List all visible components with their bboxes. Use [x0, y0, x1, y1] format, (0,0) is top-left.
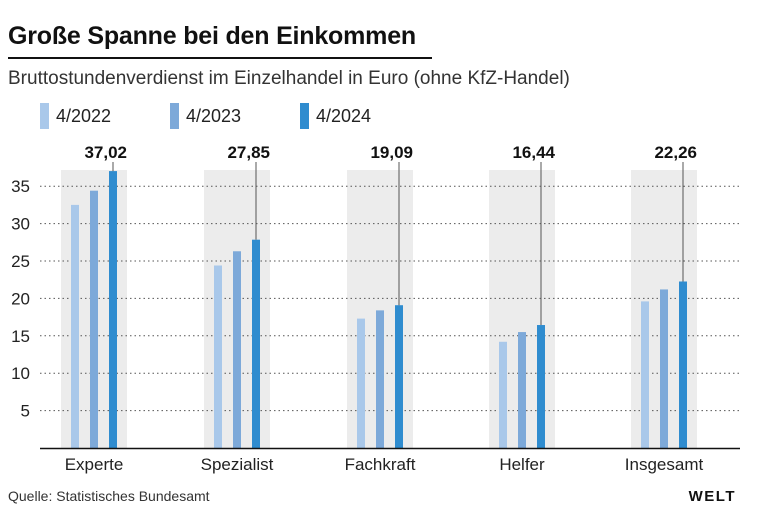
- chart-title: Große Spanne bei den Einkommen: [8, 22, 416, 50]
- y-tick-label: 15: [11, 327, 30, 346]
- legend-item-2023: 4/2023: [170, 103, 241, 129]
- bar: [109, 171, 117, 448]
- x-tick-label: Experte: [65, 455, 124, 474]
- y-tick-label: 10: [11, 364, 30, 383]
- legend-label-2024: 4/2024: [316, 105, 372, 126]
- y-tick-label: 35: [11, 177, 30, 196]
- x-tick-label: Insgesamt: [625, 455, 704, 474]
- bar: [395, 305, 403, 448]
- bar: [233, 251, 241, 448]
- y-tick-label: 5: [21, 402, 30, 421]
- bar: [518, 332, 526, 448]
- bar: [679, 281, 687, 448]
- legend-swatch-2024: [300, 103, 309, 129]
- legend-swatch-2023: [170, 103, 179, 129]
- x-tick-label: Helfer: [499, 455, 545, 474]
- legend-swatch-2022: [40, 103, 49, 129]
- bar: [252, 239, 260, 448]
- legend-item-2024: 4/2024: [300, 103, 371, 129]
- bar: [641, 301, 649, 448]
- bar: [357, 318, 365, 448]
- bar: [90, 190, 98, 449]
- brand-logo: WELT: [688, 488, 736, 505]
- bar: [499, 341, 507, 448]
- bar: [660, 289, 668, 448]
- data-label: 22,26: [654, 143, 697, 162]
- y-tick-label: 20: [11, 289, 30, 308]
- bar: [537, 325, 545, 448]
- legend-label-2022: 4/2022: [56, 105, 112, 126]
- title-underline: [8, 57, 432, 59]
- y-tick-label: 30: [11, 215, 30, 234]
- source-note: Quelle: Statistisches Bundesamt: [8, 488, 210, 504]
- data-label: 27,85: [227, 143, 270, 162]
- x-tick-label: Spezialist: [201, 455, 274, 474]
- data-label: 16,44: [512, 143, 555, 162]
- x-tick-label: Fachkraft: [345, 455, 416, 474]
- chart-subtitle: Bruttostundenverdienst im Einzelhandel i…: [8, 68, 570, 89]
- bar: [214, 265, 222, 448]
- legend-item-2022: 4/2022: [40, 103, 111, 129]
- bar: [376, 310, 384, 448]
- bar: [71, 204, 79, 448]
- y-tick-label: 25: [11, 252, 30, 271]
- legend-label-2023: 4/2023: [186, 105, 242, 126]
- data-label: 37,02: [84, 143, 127, 162]
- data-label: 19,09: [370, 143, 413, 162]
